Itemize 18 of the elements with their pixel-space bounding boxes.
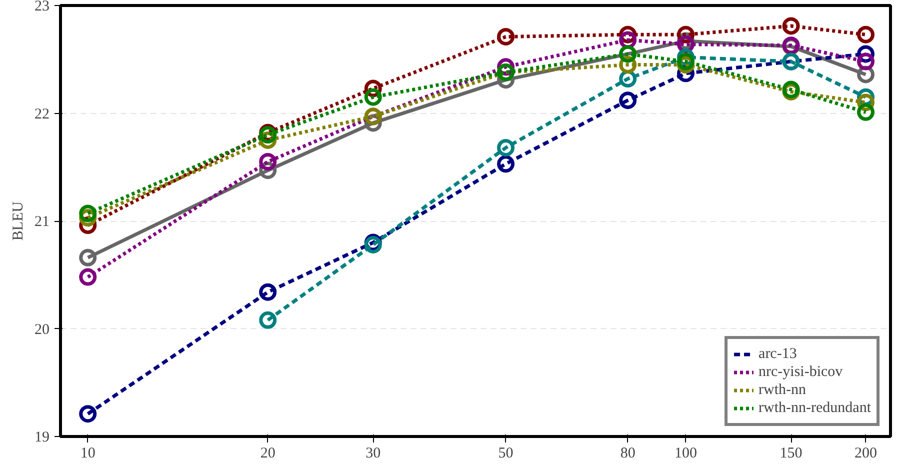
legend-label: nrc-yisi-bicov bbox=[758, 363, 843, 381]
x-tick-label: 100 bbox=[674, 446, 698, 462]
x-tick-label: 200 bbox=[854, 446, 877, 462]
y-tick-label: 22 bbox=[34, 106, 50, 122]
legend-label: rwth-nn bbox=[758, 381, 806, 399]
y-tick-label: 20 bbox=[34, 322, 50, 338]
x-tick-label: 30 bbox=[366, 446, 381, 462]
y-tick-label: 21 bbox=[34, 214, 50, 230]
legend-label: rwth-nn-redundant bbox=[758, 399, 871, 417]
y-tick-label: 19 bbox=[34, 430, 50, 446]
x-tick-label: 150 bbox=[780, 446, 802, 462]
y-tick-label: 23 bbox=[34, 0, 50, 14]
legend-label: arc-13 bbox=[758, 345, 797, 363]
x-tick-label: 10 bbox=[80, 446, 96, 462]
x-tick-label: 50 bbox=[498, 446, 514, 462]
x-tick-label: 80 bbox=[620, 446, 636, 462]
y-axis-title: BLEU bbox=[10, 201, 26, 241]
x-tick-label: 20 bbox=[260, 446, 276, 462]
